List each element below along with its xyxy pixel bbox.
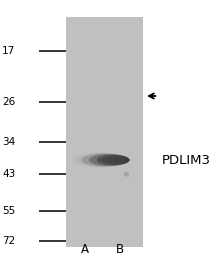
Bar bbox=[66, 17, 143, 247]
Text: 55: 55 bbox=[2, 206, 15, 216]
Text: 26: 26 bbox=[2, 97, 15, 108]
Text: 17: 17 bbox=[2, 46, 15, 56]
Ellipse shape bbox=[124, 172, 129, 177]
Text: B: B bbox=[116, 243, 124, 256]
Ellipse shape bbox=[97, 155, 130, 165]
Text: 72: 72 bbox=[2, 236, 15, 246]
Ellipse shape bbox=[108, 157, 128, 163]
Text: 43: 43 bbox=[2, 169, 15, 179]
Text: 34: 34 bbox=[2, 137, 15, 147]
Ellipse shape bbox=[75, 153, 125, 167]
Text: A: A bbox=[81, 243, 89, 256]
Ellipse shape bbox=[89, 154, 129, 166]
Ellipse shape bbox=[102, 156, 129, 164]
Ellipse shape bbox=[81, 153, 128, 167]
Text: PDLIM3: PDLIM3 bbox=[162, 154, 211, 166]
